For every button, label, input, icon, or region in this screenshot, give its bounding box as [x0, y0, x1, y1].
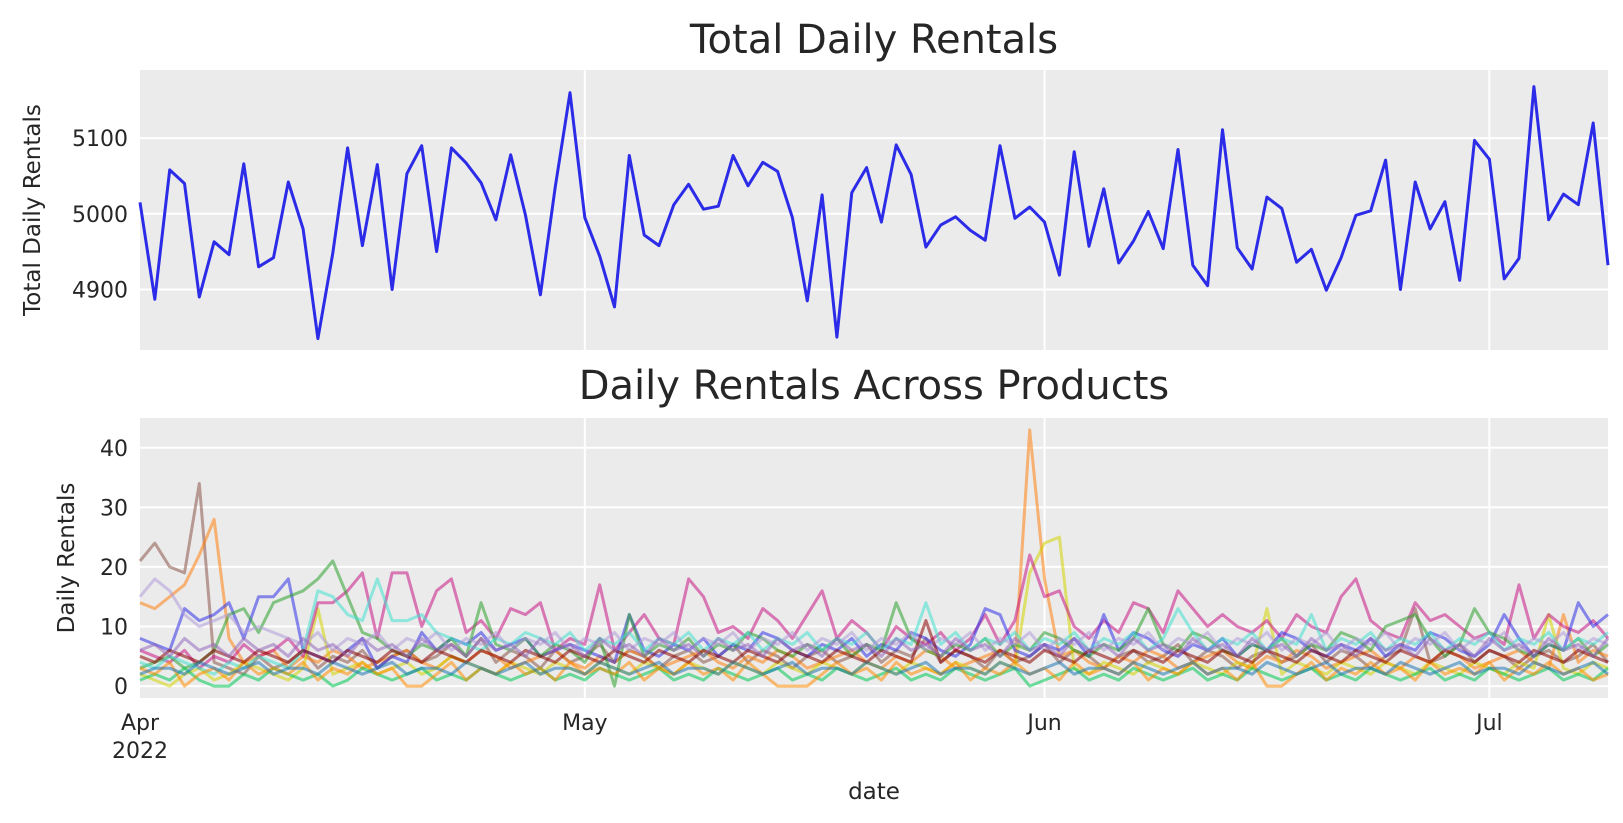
chart-total-daily-rentals: 4900 5000 5100 Total Daily Rentals Total D… [20, 17, 1610, 350]
y-tick-label: 40 [100, 437, 128, 462]
y-tick-label: 5100 [72, 127, 128, 152]
y-ticks-products: 0 10 20 30 40 [100, 437, 128, 700]
x-tick-sublabel: 2022 [112, 739, 168, 764]
plot-area-total [140, 70, 1608, 350]
x-tick-label: Jun [1025, 711, 1061, 736]
y-tick-label: 0 [114, 675, 128, 700]
x-tick-label: Jul [1474, 711, 1503, 736]
series-line-s8 [138, 577, 1609, 652]
x-axis-label-products: date [848, 779, 900, 805]
y-tick-label: 10 [100, 616, 128, 641]
grid-products [140, 418, 1608, 698]
chart-daily-rentals-products: 0 10 20 30 40 Apr 2022 May Jun Jul Daily Rentals… [54, 363, 1610, 805]
x-ticks-products: Apr 2022 May Jun Jul [112, 711, 1503, 764]
series-line-total [138, 85, 1610, 341]
series-products [138, 428, 1610, 688]
y-tick-label: 30 [100, 496, 128, 521]
series-line-s12 [139, 660, 1609, 676]
x-tick-label: Apr [121, 711, 160, 736]
series-line-s9 [139, 666, 1609, 688]
series-line-s11 [139, 619, 1609, 664]
chart-title-total: Total Daily Rentals [689, 17, 1058, 63]
y-axis-label-total: Total Daily Rentals [20, 104, 46, 317]
series-line-s13 [139, 636, 1610, 658]
y-axis-label-products: Daily Rentals [54, 483, 80, 634]
series-total [138, 85, 1610, 341]
x-tick-label: May [562, 711, 607, 736]
y-tick-label: 5000 [72, 203, 128, 228]
series-line-s7 [139, 577, 1609, 676]
series-line-s6 [139, 559, 1609, 688]
y-tick-label: 20 [100, 556, 128, 581]
y-ticks-total: 4900 5000 5100 [72, 127, 128, 303]
chart-title-products: Daily Rentals Across Products [579, 363, 1170, 409]
y-tick-label: 4900 [72, 278, 128, 303]
